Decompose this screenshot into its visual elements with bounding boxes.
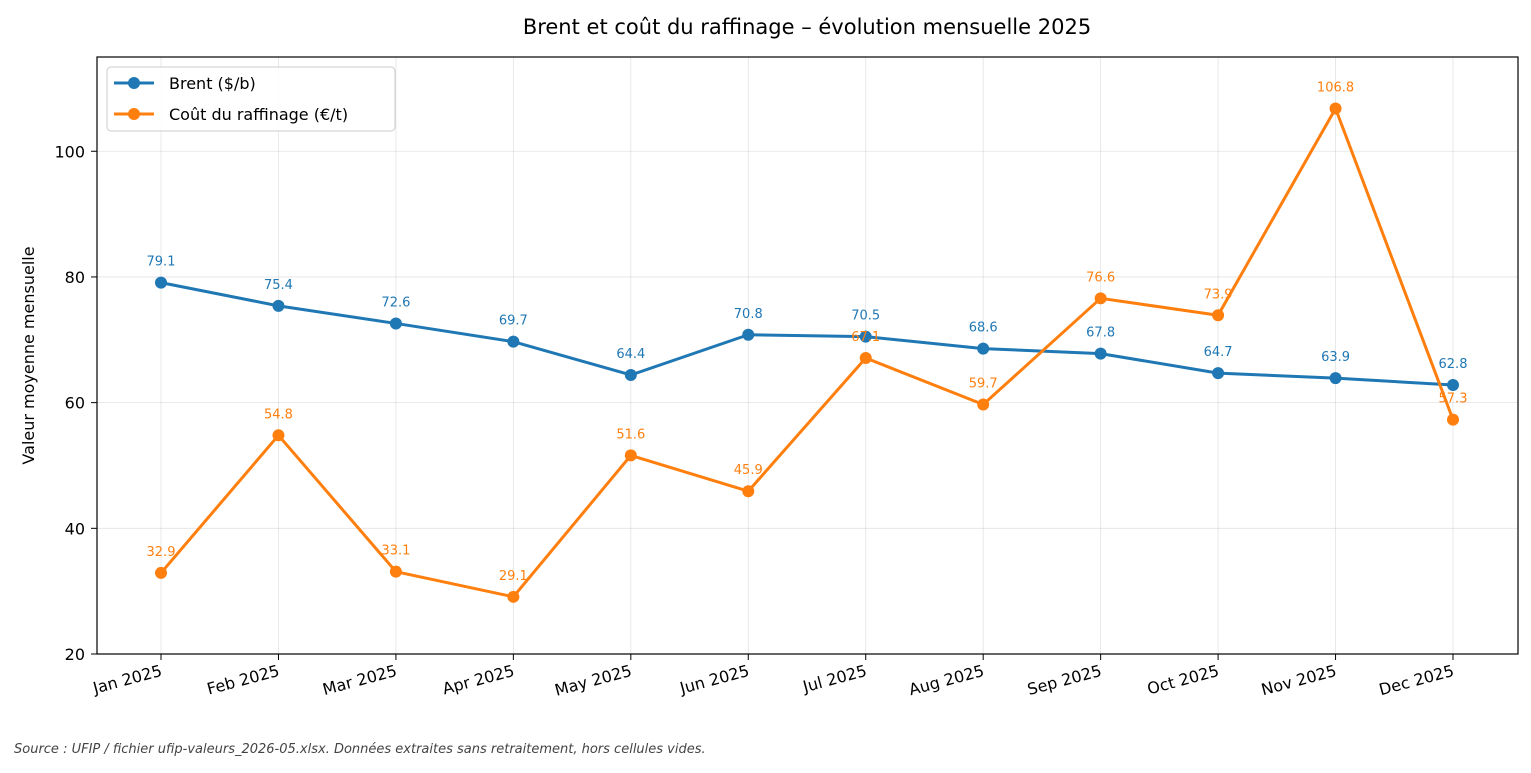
chart-title: Brent et coût du raffinage – évolution m… [523,15,1091,39]
data-label: 79.1 [147,255,176,270]
series-0: 79.1 75.4 72.6 69.7 64.4 70.8 70.5 68.6 67.8 64.7… [147,255,1468,392]
data-point [1212,367,1225,380]
data-label: 54.8 [264,407,293,422]
legend-item-0: Brent ($/b) [114,74,256,93]
data-point [1447,413,1459,426]
data-label: 67.8 [1086,326,1115,341]
data-point [742,328,755,341]
legend-label: Coût du raffinage (€/t) [169,105,348,124]
data-point [1447,379,1459,392]
data-point [1329,372,1342,385]
x-tick-label: Dec 2025 [1377,661,1456,699]
data-label: 70.8 [734,307,763,322]
x-tick-label: May 2025 [553,661,634,700]
data-point [272,429,285,442]
y-axis: 20 40 60 80 100 [54,142,97,664]
legend-marker [128,77,140,89]
x-tick-label: Jun 2025 [677,661,751,698]
data-point [977,398,990,411]
data-point [1094,292,1107,305]
data-point [1329,102,1342,115]
data-point [859,352,872,365]
y-tick-label: 60 [65,394,85,413]
x-tick-label: Nov 2025 [1259,661,1338,699]
data-label: 70.5 [851,309,880,324]
data-point [742,485,755,498]
data-point [155,566,167,579]
data-label: 67.1 [851,330,880,345]
data-label: 29.1 [499,569,528,584]
plot-area [96,56,1519,655]
x-tick-label: Aug 2025 [907,661,986,699]
data-label: 76.6 [1086,270,1115,285]
series-line [159,281,1455,387]
data-label: 63.9 [1321,350,1350,365]
data-label: 32.9 [147,545,176,560]
legend: Brent ($/b) Coût du raffinage (€/t) [106,66,396,132]
data-label: 51.6 [616,427,645,442]
data-point [155,276,167,289]
data-point [1094,347,1107,360]
data-label: 59.7 [969,377,998,392]
x-tick-label: Feb 2025 [205,661,282,699]
data-point [507,335,520,348]
data-point [389,317,402,330]
y-tick-label: 20 [65,645,85,664]
legend-item-1: Coût du raffinage (€/t) [114,105,348,124]
x-tick-label: Oct 2025 [1145,661,1221,698]
x-tick-label: Apr 2025 [440,661,516,698]
y-tick-label: 100 [54,142,85,161]
x-tick-label: Sep 2025 [1025,661,1103,699]
legend-box [106,66,396,132]
x-tick-label: Jan 2025 [90,661,164,698]
y-tick-label: 40 [65,519,85,538]
data-label: 45.9 [734,463,763,478]
data-point [507,590,520,603]
data-label: 62.8 [1439,357,1468,372]
data-label: 69.7 [499,314,528,329]
x-tick-label: Jul 2025 [800,661,869,696]
data-label: 106.8 [1317,81,1354,96]
grid [97,57,1518,655]
y-axis-label: Valeur moyenne mensuelle [19,246,38,464]
data-label: 64.4 [616,347,645,362]
data-label: 72.6 [381,295,410,310]
data-label: 64.7 [1204,345,1233,360]
y-tick-label: 80 [65,268,85,287]
data-point [977,342,990,355]
data-point [624,368,637,381]
x-axis: Jan 2025 Feb 2025 Mar 2025 Apr 2025 May 2025… [90,654,1456,700]
series-layer: 79.1 75.4 72.6 69.7 64.4 70.8 70.5 68.6 67.8 64.7… [147,81,1468,603]
x-tick-label: Mar 2025 [321,661,399,699]
legend-label: Brent ($/b) [169,74,256,93]
data-label: 33.1 [381,544,410,559]
data-label: 75.4 [264,278,293,293]
data-point [272,299,285,312]
data-label: 57.3 [1439,392,1468,407]
series-1: 32.9 54.8 33.1 29.1 51.6 45.9 67.1 59.7 76.6 73.9… [147,81,1468,603]
data-point [1212,309,1225,322]
data-point [859,330,872,343]
series-line [159,107,1455,599]
data-label: 68.6 [969,321,998,336]
legend-marker [128,108,140,120]
data-point [389,565,402,578]
source-note: Source : UFIP / fichier ufip-valeurs_202… [14,742,706,757]
data-point [624,449,637,462]
data-label: 73.9 [1204,287,1233,302]
